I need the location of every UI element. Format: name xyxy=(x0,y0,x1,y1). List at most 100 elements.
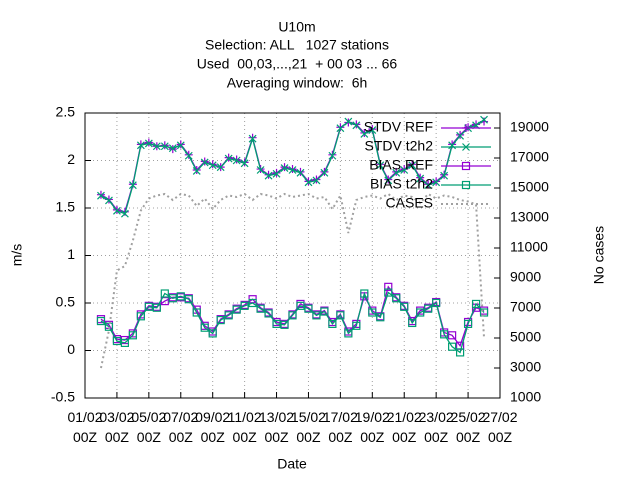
marker xyxy=(296,168,305,177)
y-tick-label: 2.5 xyxy=(56,104,76,120)
marker xyxy=(240,159,249,168)
marker xyxy=(216,316,225,325)
marker xyxy=(376,161,385,170)
marker xyxy=(320,168,329,177)
marker xyxy=(312,175,321,184)
y-tick-label: 2 xyxy=(67,151,75,167)
marker xyxy=(128,181,137,190)
marker xyxy=(224,311,233,320)
marker xyxy=(384,288,393,297)
marker xyxy=(360,129,369,138)
marker xyxy=(312,176,321,185)
y-tick-label: 1 xyxy=(67,246,75,262)
y-tick-label: 0.5 xyxy=(56,294,76,310)
marker xyxy=(176,292,185,301)
marker xyxy=(96,316,106,326)
marker xyxy=(200,158,209,167)
marker xyxy=(208,329,217,338)
legend: STDV REF STDV t2h2 BIAS REF BIAS t2h2 CASES xyxy=(364,119,491,211)
y-tick-label: -0.5 xyxy=(51,389,75,405)
marker xyxy=(368,308,377,317)
y2-tick-label: 1000 xyxy=(510,389,541,405)
x-tick-label: 25/02 00Z xyxy=(450,409,486,445)
marker xyxy=(264,171,273,180)
marker xyxy=(440,330,449,339)
marker xyxy=(240,301,249,310)
marker xyxy=(160,297,169,306)
marker xyxy=(160,141,169,150)
x-tick-label: 09/02 00Z xyxy=(195,409,231,445)
x-axis-label: Date xyxy=(277,456,307,472)
x-tick-label: 03/02 00Z xyxy=(99,409,135,445)
marker xyxy=(416,174,425,183)
y-tick-label: 1.5 xyxy=(56,199,76,215)
marker xyxy=(424,181,433,190)
marker xyxy=(320,307,329,316)
y2-tick-label: 9000 xyxy=(510,269,541,285)
x-tick-label: 21/02 00Z xyxy=(386,409,422,445)
marker xyxy=(192,167,201,175)
legend-label: BIAS t2h2 xyxy=(370,176,433,192)
marker xyxy=(128,331,137,340)
marker xyxy=(112,336,122,346)
x-tick-label: 13/02 00Z xyxy=(259,409,295,445)
marker xyxy=(352,121,361,130)
marker xyxy=(97,191,105,200)
marker xyxy=(472,120,481,129)
marker xyxy=(328,319,337,328)
marker xyxy=(336,311,345,320)
x-tick-label: 17/02 00Z xyxy=(322,409,358,445)
y2-tick-label: 15000 xyxy=(510,179,549,195)
legend-label: CASES xyxy=(386,195,433,211)
chart-subtitle: Averaging window: 6h xyxy=(227,75,368,91)
marker xyxy=(184,151,193,160)
x-tick-label: 19/02 00Z xyxy=(354,409,390,445)
legend-label: STDV REF xyxy=(364,119,433,135)
marker xyxy=(448,342,457,351)
x-tick-label: 01/02 00Z xyxy=(67,409,103,445)
x-tick-label: 05/02 00Z xyxy=(131,409,167,445)
marker xyxy=(248,134,257,143)
marker xyxy=(112,206,121,215)
marker xyxy=(224,154,233,163)
y2-axis-label: No cases xyxy=(591,226,607,284)
x-tick-label: 15/02 00Z xyxy=(290,409,326,445)
marker xyxy=(280,163,289,172)
marker xyxy=(272,168,281,177)
marker xyxy=(144,138,153,147)
chart-title: U10m xyxy=(278,19,315,35)
marker xyxy=(416,308,425,317)
marker xyxy=(408,318,417,328)
marker xyxy=(480,115,488,124)
marker xyxy=(448,331,457,340)
marker xyxy=(462,143,470,151)
marker xyxy=(461,180,471,190)
marker xyxy=(456,130,465,139)
marker xyxy=(160,142,169,151)
marker xyxy=(479,308,489,317)
marker xyxy=(256,304,265,313)
y2-tick-label: 13000 xyxy=(510,209,549,225)
marker xyxy=(144,139,153,148)
y2-tick-label: 7000 xyxy=(510,299,541,315)
marker xyxy=(304,178,313,187)
marker xyxy=(424,304,433,313)
marker xyxy=(272,169,281,178)
marker xyxy=(168,294,177,303)
marker xyxy=(408,161,417,170)
marker xyxy=(456,131,465,140)
y2-tick-label: 3000 xyxy=(510,359,541,375)
marker xyxy=(432,177,441,186)
y2-tick-label: 11000 xyxy=(510,239,548,255)
y2-tick-label: 5000 xyxy=(510,329,541,345)
marker xyxy=(176,140,185,149)
marker xyxy=(304,304,313,313)
marker xyxy=(200,323,209,332)
legend-label: STDV t2h2 xyxy=(365,138,434,154)
marker xyxy=(208,161,217,170)
marker xyxy=(312,311,321,320)
marker xyxy=(96,190,105,199)
marker xyxy=(120,209,129,218)
